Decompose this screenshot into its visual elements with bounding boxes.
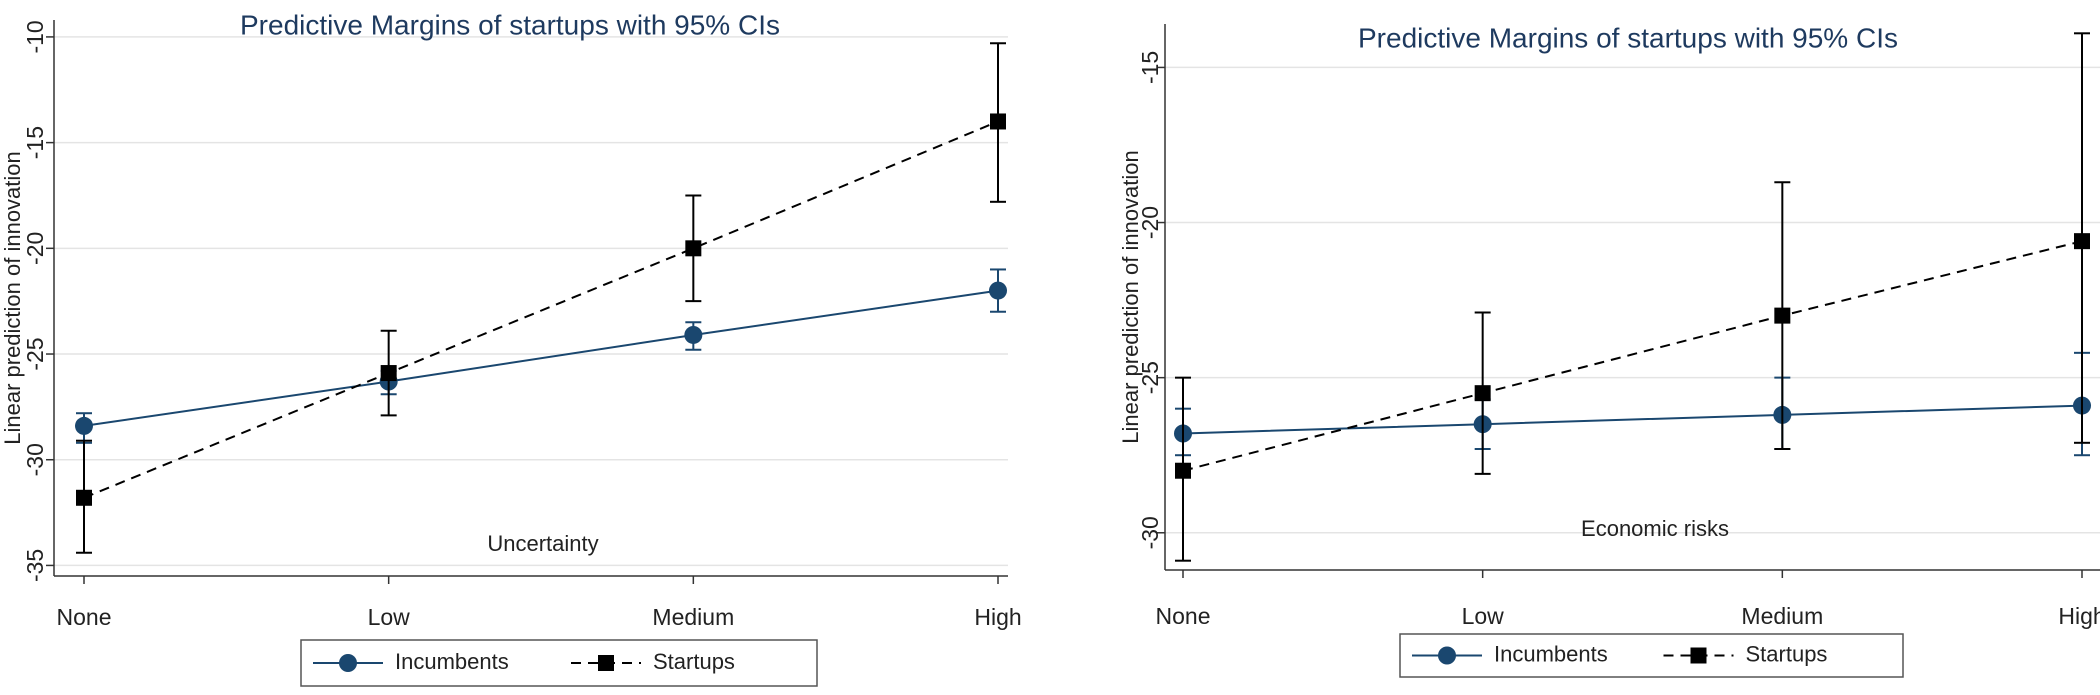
series-line bbox=[83, 120, 999, 499]
chart-title: Predictive Margins of startups with 95% … bbox=[240, 9, 780, 40]
legend-box bbox=[1399, 633, 1904, 678]
series-line bbox=[1182, 404, 2083, 435]
y-tick-label: -15 bbox=[22, 126, 48, 159]
x-tick-label: Low bbox=[368, 604, 411, 630]
marker bbox=[1438, 646, 1456, 665]
y-tick-label: -25 bbox=[22, 337, 48, 370]
marker bbox=[380, 365, 397, 382]
chart-panel: -35 -30 -25 -20 -15 -10 None Low Medium High Predi… bbox=[0, 9, 1022, 687]
y-tick-label: -35 bbox=[22, 549, 48, 582]
x-tick-label: None bbox=[57, 604, 112, 630]
legend-box bbox=[300, 639, 818, 687]
x-tick-label: Low bbox=[1462, 603, 1505, 629]
marker bbox=[75, 416, 93, 435]
x-axis-title: Uncertainty bbox=[487, 531, 598, 556]
y-tick-label: -30 bbox=[1137, 516, 1163, 549]
y-tick-label: -10 bbox=[22, 20, 48, 53]
legend-label: Startups bbox=[1746, 641, 1828, 666]
legend-label: Incumbents bbox=[395, 649, 509, 674]
marker bbox=[598, 655, 614, 671]
series-line bbox=[83, 289, 999, 427]
marker bbox=[989, 281, 1007, 300]
x-tick-label: Medium bbox=[1741, 603, 1823, 629]
x-tick-label: High bbox=[2058, 603, 2100, 629]
marker bbox=[684, 325, 703, 344]
marker bbox=[685, 240, 702, 257]
chart-panel: -30 -25 -20 -15 None Low Medium High Predictive … bbox=[1118, 22, 2100, 678]
y-tick-label: -20 bbox=[22, 232, 48, 265]
y-axis-title: Linear prediction of innovation bbox=[0, 151, 25, 445]
legend-label: Incumbents bbox=[1494, 641, 1608, 666]
marker bbox=[339, 654, 357, 672]
y-axis-title: Linear prediction of innovation bbox=[1118, 150, 1143, 444]
marker bbox=[76, 489, 92, 506]
x-tick-label: Medium bbox=[652, 604, 734, 630]
marker bbox=[2074, 233, 2090, 250]
legend-label: Startups bbox=[653, 649, 735, 674]
x-tick-label: None bbox=[1156, 603, 1211, 629]
x-tick-label: High bbox=[974, 604, 1021, 630]
marker bbox=[1774, 307, 1791, 324]
y-tick-label: -20 bbox=[1137, 206, 1163, 239]
y-tick-label: -30 bbox=[22, 443, 48, 476]
marker bbox=[1690, 647, 1707, 664]
x-axis-title: Economic risks bbox=[1581, 516, 1729, 541]
series-line bbox=[1182, 240, 2083, 472]
y-tick-label: -25 bbox=[1137, 361, 1163, 394]
y-tick-label: -15 bbox=[1137, 51, 1163, 84]
marker bbox=[1474, 385, 1491, 402]
marker bbox=[990, 113, 1006, 130]
marker bbox=[1175, 462, 1191, 479]
chart-title: Predictive Margins of startups with 95% … bbox=[1358, 22, 1898, 53]
